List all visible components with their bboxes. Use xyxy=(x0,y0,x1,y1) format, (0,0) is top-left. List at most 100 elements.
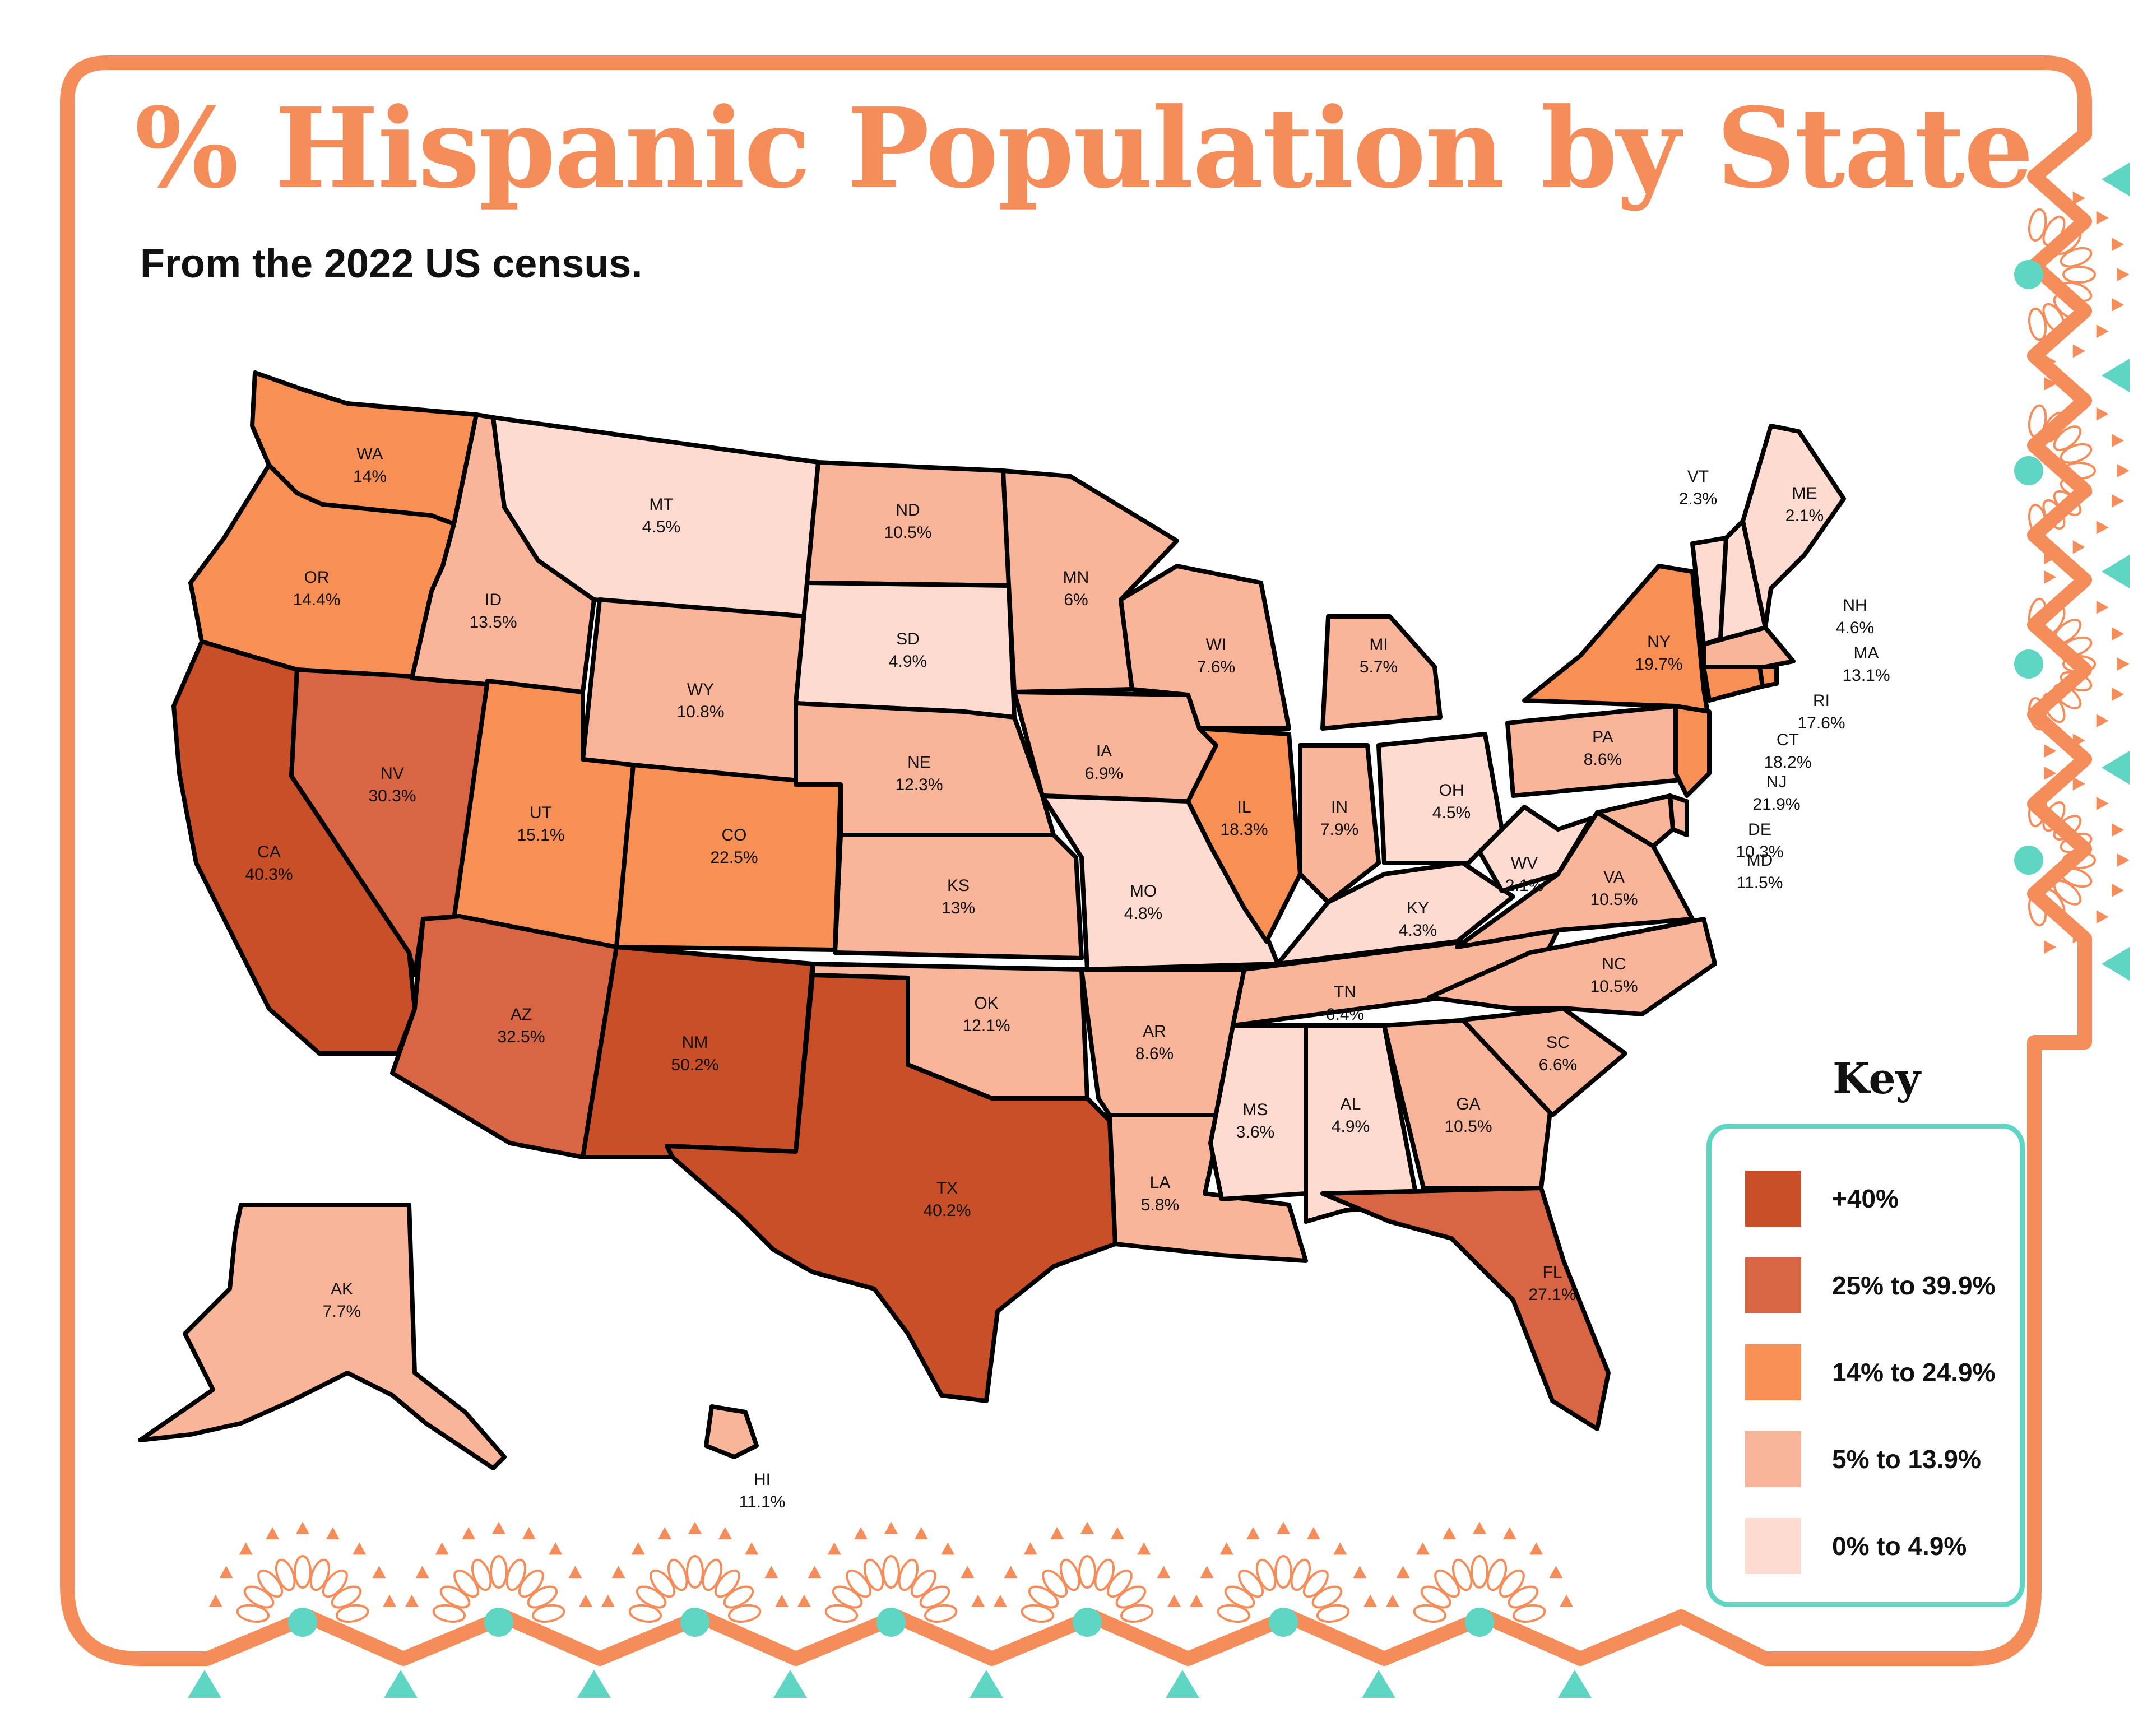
decorative-fan-icon xyxy=(208,1521,397,1637)
state-value-wa: 14% xyxy=(353,467,387,486)
decorative-triangle-icon xyxy=(384,1670,418,1698)
state-value-ny: 19.7% xyxy=(1635,655,1682,674)
state-value-oh: 4.5% xyxy=(1432,804,1471,822)
key-label: +40% xyxy=(1832,1184,1899,1213)
state-mi xyxy=(1320,614,1443,731)
state-abbr-tn: TN xyxy=(1334,983,1356,1001)
state-ak xyxy=(138,1203,507,1470)
state-me xyxy=(1741,424,1846,630)
state-abbr-hi: HI xyxy=(754,1470,771,1489)
state-wi xyxy=(1119,564,1291,731)
state-value-ct: 18.2% xyxy=(1764,753,1811,772)
state-sc xyxy=(1460,1006,1627,1117)
state-value-nv: 30.3% xyxy=(368,787,416,805)
state-value-pa: 8.6% xyxy=(1584,750,1622,769)
state-value-ar: 8.6% xyxy=(1135,1045,1174,1063)
state-value-id: 13.5% xyxy=(469,613,517,632)
state-value-nj: 21.9% xyxy=(1752,795,1800,814)
state-abbr-wy: WY xyxy=(687,680,714,699)
state-abbr-in: IN xyxy=(1331,798,1348,816)
state-value-co: 22.5% xyxy=(710,848,758,867)
state-ks xyxy=(833,833,1084,960)
state-value-ok: 12.1% xyxy=(962,1016,1010,1035)
key-title: Key xyxy=(1833,1053,1921,1103)
key-label: 0% to 4.9% xyxy=(1832,1531,1967,1561)
state-abbr-oh: OH xyxy=(1439,781,1464,800)
key-swatch xyxy=(1745,1518,1801,1574)
state-value-ri: 17.6% xyxy=(1797,714,1845,732)
state-value-mo: 4.8% xyxy=(1124,904,1162,923)
state-value-ma: 13.1% xyxy=(1842,666,1890,685)
state-value-hi: 11.1% xyxy=(739,1493,786,1511)
state-value-la: 5.8% xyxy=(1141,1196,1179,1214)
key-label: 5% to 13.9% xyxy=(1832,1445,1981,1474)
state-value-sd: 4.9% xyxy=(889,652,927,671)
state-ma xyxy=(1701,625,1796,669)
state-abbr-vt: VT xyxy=(1687,467,1709,486)
state-value-me: 2.1% xyxy=(1785,507,1824,525)
state-value-wi: 7.6% xyxy=(1197,658,1235,676)
decorative-triangle-icon xyxy=(188,1670,221,1698)
state-abbr-wi: WI xyxy=(1206,635,1227,654)
state-value-de: 10.3% xyxy=(1736,843,1783,861)
state-value-nm: 50.2% xyxy=(671,1056,718,1074)
decorative-triangle-icon xyxy=(970,1670,1003,1698)
state-value-ut: 15.1% xyxy=(517,826,564,844)
state-ct xyxy=(1701,665,1765,703)
state-abbr-nc: NC xyxy=(1602,955,1626,973)
page-subtitle: From the 2022 US census. xyxy=(140,242,643,286)
state-value-nh: 4.6% xyxy=(1836,619,1874,637)
state-abbr-mo: MO xyxy=(1130,882,1157,901)
decorative-fan-icon xyxy=(2014,377,2130,565)
state-value-az: 32.5% xyxy=(497,1028,545,1046)
state-in xyxy=(1298,743,1381,904)
state-value-ca: 40.3% xyxy=(245,865,293,884)
state-abbr-mn: MN xyxy=(1063,568,1089,587)
state-wv xyxy=(1477,805,1594,893)
decorative-fan-icon xyxy=(2014,766,2130,954)
decorative-fan-icon xyxy=(405,1521,593,1637)
decorative-triangle-icon xyxy=(2102,163,2130,196)
state-nm xyxy=(581,945,815,1159)
decorative-triangle-icon xyxy=(2102,555,2130,588)
decorative-triangle-icon xyxy=(2102,947,2130,981)
key-item-14-24: 14% to 24.9% xyxy=(1745,1344,1995,1400)
state-abbr-md: MD xyxy=(1747,851,1773,870)
state-value-ak: 7.7% xyxy=(323,1302,361,1321)
state-value-tn: 6.4% xyxy=(1326,1005,1364,1024)
decorative-triangle-icon xyxy=(1558,1670,1592,1698)
state-fl xyxy=(1320,1186,1611,1431)
decorative-triangle-icon xyxy=(1362,1670,1395,1698)
state-il xyxy=(1186,726,1302,944)
state-abbr-wv: WV xyxy=(1511,854,1538,872)
decorative-triangle-icon xyxy=(2102,751,2130,785)
state-value-sc: 6.6% xyxy=(1539,1056,1577,1074)
key-item-40-plus: +40% xyxy=(1745,1171,1899,1227)
state-abbr-nv: NV xyxy=(381,764,404,783)
state-abbr-ar: AR xyxy=(1143,1022,1166,1041)
decorative-fan-icon xyxy=(2014,180,2130,369)
state-nj xyxy=(1673,704,1712,798)
state-value-ia: 6.9% xyxy=(1085,764,1123,783)
decorative-fan-icon xyxy=(2014,570,2130,758)
decorative-fan-icon xyxy=(993,1521,1181,1637)
state-value-va: 10.5% xyxy=(1590,890,1638,909)
state-value-tx: 40.2% xyxy=(923,1201,971,1220)
state-abbr-sd: SD xyxy=(896,630,920,648)
state-abbr-il: IL xyxy=(1237,798,1251,816)
state-abbr-ok: OK xyxy=(974,994,998,1013)
key-legend: +40% 25% to 39.9% 14% to 24.9% 5% to 13.… xyxy=(1706,1124,2025,1607)
state-abbr-ia: IA xyxy=(1096,742,1112,760)
state-nc xyxy=(1427,917,1717,1016)
state-value-in: 7.9% xyxy=(1320,820,1358,839)
state-tx xyxy=(665,973,1117,1403)
state-abbr-ks: KS xyxy=(947,876,970,895)
key-item-0-4: 0% to 4.9% xyxy=(1745,1518,1967,1574)
state-value-ks: 13% xyxy=(942,899,975,917)
state-abbr-ak: AK xyxy=(331,1280,353,1298)
state-abbr-nh: NH xyxy=(1843,596,1867,615)
state-value-wv: 2.1% xyxy=(1505,876,1543,895)
state-abbr-ga: GA xyxy=(1456,1095,1480,1113)
state-abbr-ms: MS xyxy=(1243,1101,1268,1119)
decorative-fan-icon xyxy=(1385,1521,1574,1637)
